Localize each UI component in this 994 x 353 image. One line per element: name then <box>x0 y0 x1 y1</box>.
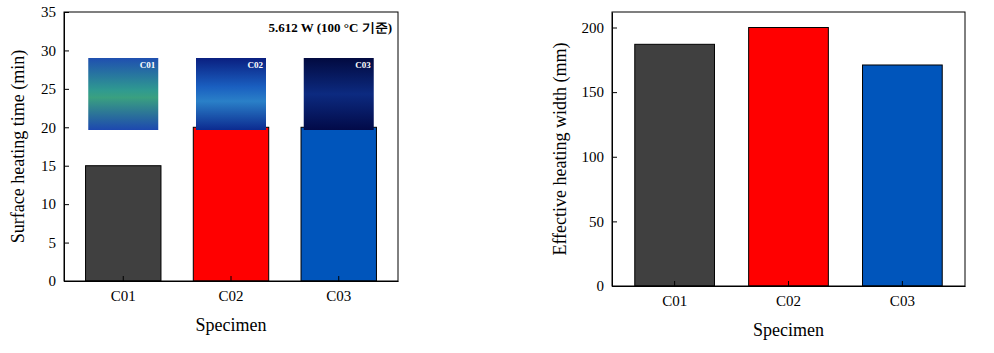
inset-image <box>88 58 158 130</box>
inset-image <box>304 58 374 130</box>
x-tick-mark <box>674 281 675 286</box>
panel: 0 5 10 15 20 25 30 35 C01 C02 C03 Surface heating t… <box>8 4 399 335</box>
y-tick: 150 <box>582 84 618 100</box>
y-tick: 15 <box>41 158 69 174</box>
y-tick-label: 0 <box>597 278 605 294</box>
x-tick: C02 <box>218 276 243 304</box>
x-tick: C03 <box>890 281 915 309</box>
y-tick-label: 15 <box>41 158 56 174</box>
x-axis-line <box>65 281 399 282</box>
x-axis: C01 C02 C03 <box>65 276 399 304</box>
y-tick-label: 25 <box>41 81 56 97</box>
y-tick-label: 100 <box>582 149 605 165</box>
y-tick-mark <box>64 243 69 244</box>
y-tick: 30 <box>41 43 69 59</box>
inset-label: C03 <box>355 60 371 70</box>
x-tick: C01 <box>662 281 687 309</box>
x-tick-label: C02 <box>218 288 243 304</box>
inset-image <box>196 58 266 130</box>
annotation: 5.612 W (100 °C 기준) <box>268 20 392 35</box>
y-tick-label: 50 <box>589 214 604 230</box>
x-tick-mark <box>123 276 124 281</box>
bar <box>635 44 715 286</box>
y-tick-mark <box>612 28 617 29</box>
x-tick-label: C01 <box>111 288 136 304</box>
y-tick-mark <box>64 12 69 13</box>
x-tick-label: C02 <box>776 293 801 309</box>
plot-frame <box>612 12 965 286</box>
y-tick: 20 <box>41 120 69 136</box>
y-tick-mark <box>64 204 69 205</box>
y-tick-label: 35 <box>41 4 56 20</box>
y-tick: 200 <box>582 20 618 36</box>
y-tick-label: 200 <box>582 20 605 36</box>
y-tick: 50 <box>589 214 617 230</box>
y-axis: 0 5 10 15 20 25 30 35 <box>41 4 69 289</box>
y-tick-mark <box>612 157 617 158</box>
x-tick-mark <box>788 281 789 286</box>
bar <box>86 166 161 281</box>
bar <box>301 127 376 281</box>
y-axis-line <box>612 13 613 287</box>
y-tick-mark <box>64 50 69 51</box>
x-tick: C01 <box>111 276 136 304</box>
chart-canvas: 0 5 10 15 20 25 30 35 C01 C02 C03 Surface heating t… <box>0 0 994 353</box>
y-tick: 25 <box>41 81 69 97</box>
y-tick-mark <box>612 92 617 93</box>
y-axis-title: Surface heating time (min) <box>8 50 29 243</box>
bars <box>86 127 377 281</box>
x-tick-mark <box>231 276 232 281</box>
x-tick-label: C03 <box>890 293 915 309</box>
bars <box>635 28 942 286</box>
plot-frame <box>64 12 398 281</box>
y-tick-label: 30 <box>41 43 56 59</box>
x-tick: C03 <box>326 276 351 304</box>
y-tick-label: 20 <box>41 120 56 136</box>
inset-label: C01 <box>140 60 156 70</box>
y-tick-label: 10 <box>41 196 56 212</box>
y-tick-mark <box>64 127 69 128</box>
y-axis: 0 50 100 150 200 <box>582 13 618 295</box>
x-axis-title: Specimen <box>196 315 267 335</box>
y-tick-mark <box>612 221 617 222</box>
y-tick-label: 0 <box>49 273 57 289</box>
bar <box>193 127 268 281</box>
x-axis-title: Specimen <box>753 320 824 340</box>
y-tick: 5 <box>49 235 70 251</box>
y-tick: 10 <box>41 196 69 212</box>
inset-label: C02 <box>248 60 264 70</box>
insets: C01 C02 C03 <box>88 58 373 130</box>
y-tick-mark <box>64 89 69 90</box>
x-axis: C01 C02 C03 <box>613 281 966 309</box>
x-axis-line <box>613 286 966 287</box>
x-tick-mark <box>338 276 339 281</box>
bar <box>749 28 829 286</box>
x-tick-label: C03 <box>326 288 351 304</box>
y-tick-label: 150 <box>582 84 605 100</box>
y-tick-mark <box>64 166 69 167</box>
x-tick-mark <box>902 281 903 286</box>
panel: 0 50 100 150 200 C01 C02 C03 Effective heating w… <box>550 12 966 340</box>
x-tick-label: C01 <box>662 293 687 309</box>
bar <box>863 65 943 286</box>
y-tick-label: 5 <box>49 235 57 251</box>
y-axis-title: Effective heating width (mm) <box>550 42 571 255</box>
x-tick: C02 <box>776 281 801 309</box>
y-axis-line <box>64 13 65 282</box>
y-tick: 100 <box>582 149 618 165</box>
y-tick: 35 <box>41 4 69 20</box>
